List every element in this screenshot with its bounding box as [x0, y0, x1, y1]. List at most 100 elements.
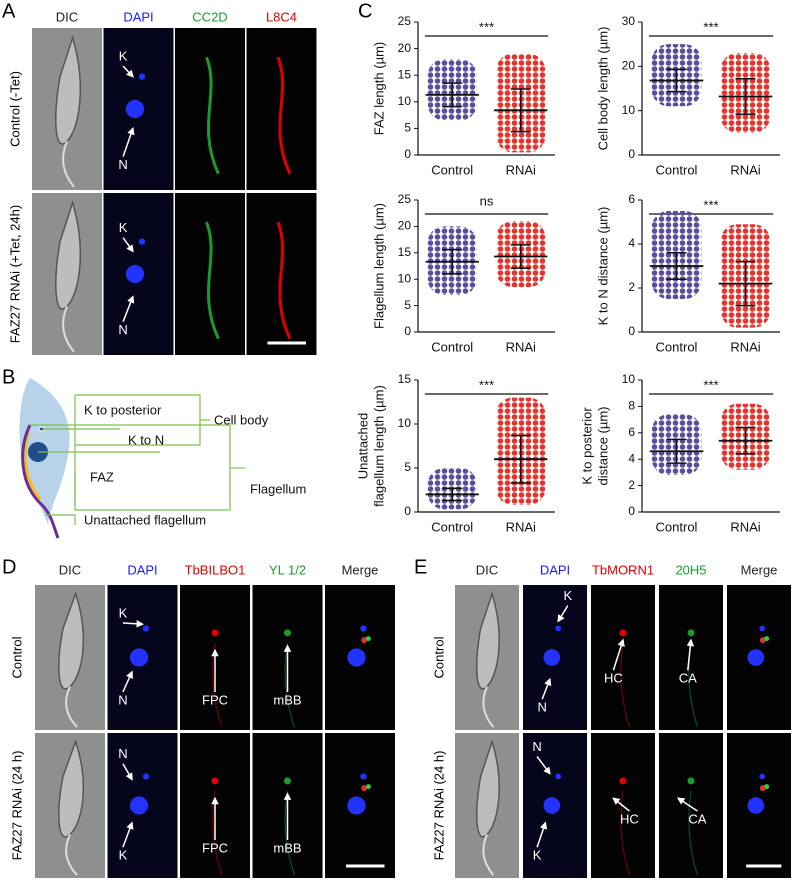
- signal: [365, 784, 371, 790]
- kinetoplast: [759, 773, 766, 780]
- y-tick-label: 15: [398, 245, 412, 259]
- y-tick-label: 30: [622, 14, 636, 28]
- nucleus: [125, 99, 145, 119]
- micrograph: [659, 733, 723, 878]
- micrograph: [523, 585, 587, 730]
- annotation: FPC: [202, 840, 228, 855]
- kinetoplast: [142, 773, 150, 780]
- kinetoplast: [759, 625, 766, 632]
- y-tick-label: 0: [404, 147, 411, 161]
- schematic-label: Flagellum: [250, 481, 306, 496]
- annotation: N: [118, 322, 127, 337]
- y-tick-label: 15: [398, 372, 412, 386]
- column-header: DIC: [56, 9, 78, 24]
- y-tick-label: 25: [398, 192, 412, 206]
- kinetoplast: [138, 73, 146, 80]
- y-axis-label: Cell body length (µm): [595, 27, 610, 151]
- kinetoplast: [360, 625, 367, 632]
- signal: [619, 629, 627, 637]
- micrograph: [455, 733, 519, 878]
- annotation: K: [119, 605, 128, 620]
- micrograph: [455, 585, 519, 730]
- micrograph: [35, 585, 105, 730]
- nucleus: [747, 797, 765, 814]
- schematic-label: K to N: [128, 432, 164, 447]
- annotation: FPC: [202, 692, 228, 707]
- column-header: TbBILBO1: [185, 562, 246, 577]
- annotation: K: [119, 848, 128, 863]
- micrograph: [591, 585, 655, 730]
- signal: [276, 221, 292, 340]
- x-tick-label: Control: [656, 339, 698, 354]
- panel-label: A: [2, 0, 16, 22]
- kinetoplast: [555, 625, 562, 632]
- y-axis-label: Unattached: [355, 413, 370, 480]
- annotation: N: [538, 700, 547, 715]
- y-tick-label: 4: [628, 236, 635, 250]
- column-header: YL 1/2: [269, 562, 306, 577]
- flagellum: [65, 834, 78, 876]
- panel-label: D: [2, 556, 16, 578]
- y-axis-label: FAZ length (µm): [371, 42, 386, 135]
- micrograph: [175, 193, 245, 355]
- signal: [211, 629, 219, 637]
- y-axis-label: K to posterior: [579, 407, 594, 485]
- annotation-arrow: [536, 821, 548, 848]
- annotation: HC: [620, 811, 639, 826]
- column-header: TbMORN1: [592, 562, 654, 577]
- y-tick-label: 2: [628, 280, 635, 294]
- signal: [687, 629, 695, 637]
- annotation-arrow: [612, 638, 625, 671]
- micrograph: [107, 585, 178, 730]
- y-tick-label: 15: [398, 67, 412, 81]
- y-tick-label: 5: [404, 121, 411, 135]
- signal: [687, 777, 695, 785]
- row-label: FAZ27 RNAi (+Tet, 24h): [7, 205, 22, 343]
- x-tick-label: RNAi: [506, 339, 536, 354]
- kinetoplast: [555, 773, 562, 780]
- annotation-arrow: [122, 620, 144, 628]
- flagellum: [65, 686, 78, 728]
- micrograph: [325, 585, 395, 730]
- annotation: K: [119, 49, 128, 64]
- signal: [211, 777, 219, 785]
- row-label: Control: [9, 636, 24, 678]
- annotation-arrow: [122, 127, 135, 157]
- micrograph: [246, 193, 317, 355]
- y-tick-label: 6: [628, 425, 635, 439]
- annotation-arrow: [122, 670, 133, 693]
- annotation-arrow: [676, 797, 698, 812]
- significance-label: ***: [703, 377, 718, 392]
- panel-label: E: [414, 556, 427, 578]
- micrograph: [103, 28, 174, 190]
- row-label: FAZ27 RNAi (24 h): [431, 751, 446, 861]
- x-tick-label: Control: [431, 162, 473, 177]
- schematic-label: Cell body: [214, 412, 269, 427]
- column-header: DAPI: [540, 562, 570, 577]
- signal: [276, 56, 292, 175]
- annotation-arrow: [122, 237, 134, 253]
- y-tick-label: 0: [404, 504, 411, 518]
- annotation-arrow: [557, 605, 569, 623]
- flagellum: [482, 686, 495, 728]
- flagellum: [62, 306, 75, 353]
- annotation: HC: [604, 671, 623, 686]
- schematic-label: K to posterior: [84, 402, 162, 417]
- y-tick-label: 0: [404, 324, 411, 338]
- signal: [764, 636, 770, 642]
- flagellum: [21, 424, 60, 539]
- signal: [205, 56, 220, 175]
- nucleus: [129, 648, 149, 667]
- micrograph-bg: [659, 733, 723, 878]
- x-tick-label: RNAi: [730, 519, 760, 534]
- micrograph: [107, 733, 178, 878]
- significance-label: ***: [479, 19, 494, 34]
- kinetoplast: [360, 773, 367, 780]
- x-tick-label: Control: [656, 519, 698, 534]
- annotation-arrow: [122, 295, 135, 322]
- panel-label: B: [2, 366, 15, 388]
- nucleus: [125, 264, 145, 284]
- annotation: mBB: [273, 840, 301, 855]
- column-header: L8C4: [266, 9, 297, 24]
